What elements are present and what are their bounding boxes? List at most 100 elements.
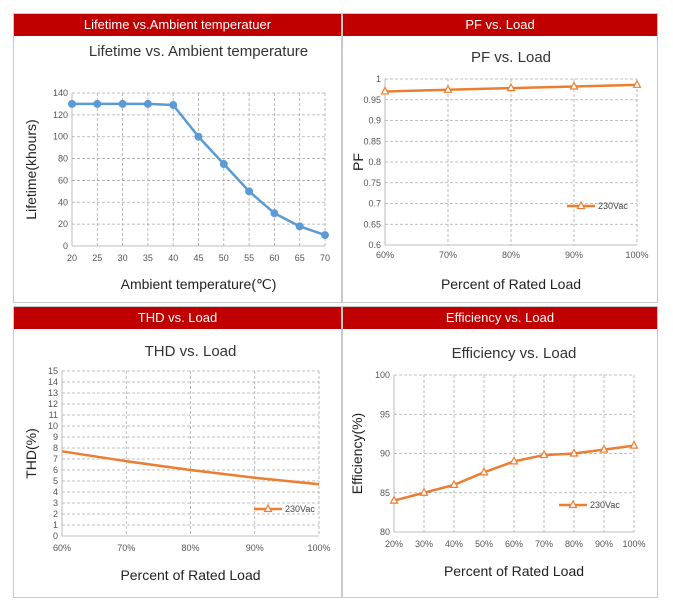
y-tick-label: 6 <box>53 465 58 475</box>
thd-chart: THD vs. Load Percent of Rated Load THD(%) 0… <box>23 343 331 583</box>
y-tick-label: 8 <box>53 443 58 453</box>
x-tick-label: 80% <box>502 250 520 260</box>
y-tick-label: 0 <box>63 241 68 251</box>
y-tick-label: 100 <box>375 370 390 380</box>
y-tick-label: 7 <box>53 454 58 464</box>
x-tick-label: 80% <box>181 543 199 553</box>
y-tick-label: 12 <box>48 399 58 409</box>
legend-label: 230Vac <box>285 504 315 514</box>
chart-title: Efficiency vs. Load <box>452 345 577 362</box>
data-point <box>143 99 152 108</box>
chart-title: Lifetime vs. Ambient temperature <box>89 43 308 60</box>
x-tick-label: 70 <box>320 253 330 263</box>
x-tick-label: 45 <box>193 253 203 263</box>
x-tick-label: 70% <box>117 543 135 553</box>
data-point <box>118 99 127 108</box>
x-axis-label: Percent of Rated Load <box>120 567 260 583</box>
data-point <box>509 456 519 465</box>
x-tick-label: 100% <box>625 250 648 260</box>
data-point <box>194 132 203 141</box>
x-axis-label: Ambient temperature(℃) <box>121 276 277 292</box>
x-tick-label: 90% <box>595 539 613 549</box>
data-point <box>599 444 609 453</box>
y-tick-label: 80 <box>380 527 390 537</box>
y-tick-label: 140 <box>53 88 68 98</box>
x-tick-label: 70% <box>439 250 457 260</box>
x-tick-label: 50 <box>219 253 229 263</box>
panel-lifetime: Lifetime vs.Ambient temperatuer Lifetime… <box>13 13 342 303</box>
panel-pf-header: PF vs. Load <box>343 14 657 36</box>
data-point <box>380 86 390 95</box>
y-tick-label: 4 <box>53 487 58 497</box>
y-tick-label: 0.65 <box>363 219 381 229</box>
y-tick-label: 120 <box>53 110 68 120</box>
x-axis-label: Percent of Rated Load <box>444 563 584 579</box>
x-tick-label: 30 <box>118 253 128 263</box>
data-point <box>93 99 102 108</box>
x-tick-label: 55 <box>244 253 254 263</box>
y-tick-label: 20 <box>58 219 68 229</box>
data-point <box>295 222 304 231</box>
y-tick-label: 0.9 <box>368 116 381 126</box>
data-point <box>632 79 642 88</box>
y-tick-label: 0.95 <box>363 95 381 105</box>
data-point <box>449 479 459 488</box>
chart-title: THD vs. Load <box>145 343 237 360</box>
y-tick-label: 2 <box>53 509 58 519</box>
y-tick-label: 0.7 <box>368 199 381 209</box>
data-point <box>629 440 639 449</box>
y-tick-label: 1 <box>376 74 381 84</box>
y-tick-label: 13 <box>48 388 58 398</box>
y-tick-label: 11 <box>49 410 58 420</box>
x-tick-label: 90% <box>565 250 583 260</box>
pf-chart: PF vs. Load Percent of Rated Load PF 0.6 0.6… <box>350 49 649 292</box>
y-tick-label: 0.85 <box>363 136 381 146</box>
data-point <box>169 101 178 110</box>
data-point <box>389 495 399 504</box>
x-tick-label: 35 <box>143 253 153 263</box>
panel-thd: THD vs. Load THD vs. Load Percent of Rate… <box>13 306 342 598</box>
data-point <box>569 81 579 90</box>
x-tick-label: 60 <box>269 253 279 263</box>
y-tick-label: 15 <box>48 366 58 376</box>
data-point <box>479 467 489 476</box>
x-tick-label: 40% <box>445 539 463 549</box>
data-point <box>539 449 549 459</box>
x-tick-label: 30% <box>415 539 433 549</box>
data-point <box>443 84 453 93</box>
y-tick-label: 100 <box>53 132 68 142</box>
y-tick-label: 0 <box>53 531 58 541</box>
x-tick-label: 65 <box>295 253 305 263</box>
x-tick-label: 40 <box>168 253 178 263</box>
x-axis-label: Percent of Rated Load <box>441 276 581 292</box>
y-axis-label: THD(%) <box>23 428 39 479</box>
lifetime-chart: Lifetime vs. Ambient temperature Ambient … <box>23 43 330 292</box>
y-tick-label: 85 <box>380 488 390 498</box>
y-tick-label: 0.75 <box>363 178 381 188</box>
x-tick-label: 60% <box>505 539 523 549</box>
y-tick-label: 14 <box>48 377 58 387</box>
x-tick-label: 70% <box>535 539 553 549</box>
x-tick-label: 20% <box>385 539 403 549</box>
y-axis-label: PF <box>350 153 366 171</box>
data-point <box>68 99 76 108</box>
panel-lifetime-header: Lifetime vs.Ambient temperatuer <box>14 14 341 36</box>
x-tick-label: 60% <box>376 250 394 260</box>
y-tick-label: 5 <box>53 476 58 486</box>
panel-thd-header: THD vs. Load <box>14 307 341 329</box>
panel-efficiency-header: Efficiency vs. Load <box>343 307 657 329</box>
data-point <box>506 82 516 92</box>
chart-title: PF vs. Load <box>471 49 551 66</box>
y-tick-label: 95 <box>380 409 390 419</box>
data-point <box>321 231 329 240</box>
y-tick-label: 0.8 <box>368 157 381 167</box>
y-tick-label: 90 <box>380 449 390 459</box>
data-point <box>245 187 254 196</box>
x-tick-label: 90% <box>246 543 264 553</box>
y-tick-label: 60 <box>58 175 68 185</box>
data-point <box>569 448 579 457</box>
panel-efficiency: Efficiency vs. Load Efficiency vs. Load P… <box>342 306 658 598</box>
legend-label: 230Vac <box>598 201 628 211</box>
data-point <box>219 160 228 169</box>
y-tick-label: 9 <box>53 432 58 442</box>
